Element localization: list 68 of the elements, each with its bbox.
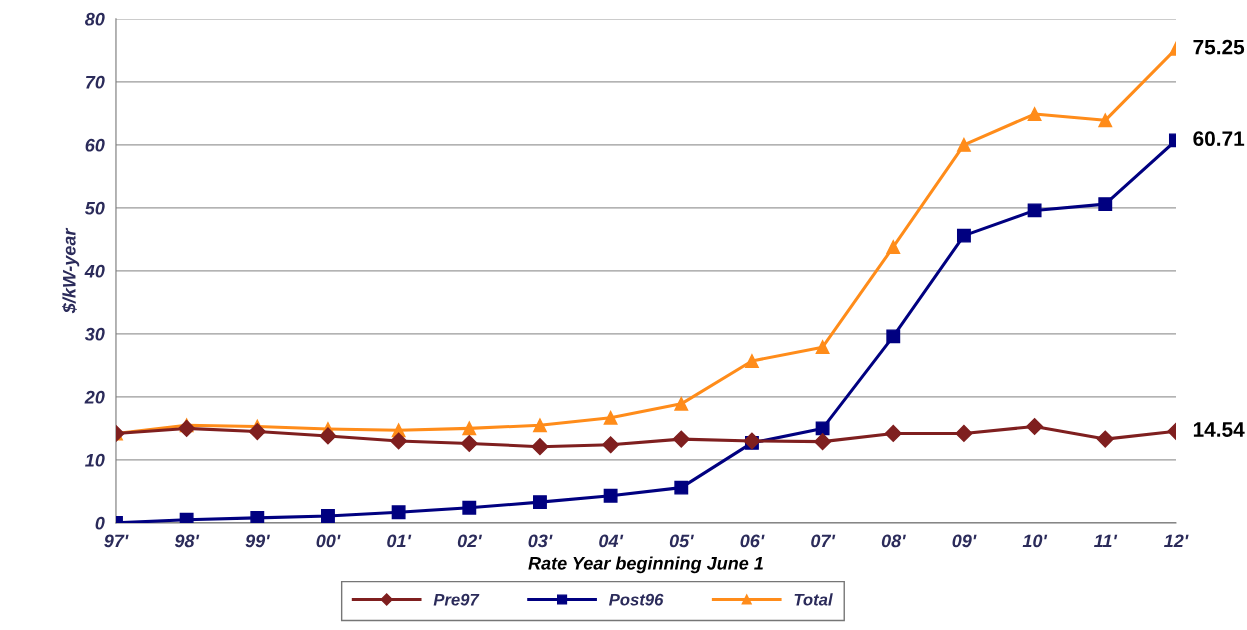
x-tick-label: 02': [457, 534, 482, 548]
point: [674, 480, 689, 495]
y-tick-label: 60: [85, 138, 105, 152]
x-tick-label: 05': [669, 534, 694, 548]
x-tick-label: 06': [740, 534, 765, 548]
x-tick-label: 97': [104, 534, 129, 548]
point: [321, 509, 335, 523]
legend-label: Total: [794, 593, 833, 606]
point: [391, 505, 406, 520]
x-tick-label: 04': [599, 534, 624, 548]
point: [956, 228, 971, 243]
point: [955, 424, 973, 442]
data-label: 60.71: [1193, 131, 1245, 147]
x-tick-label: 00': [316, 534, 341, 548]
y-axis-title: $/kW-year: [62, 227, 80, 314]
x-tick-label: 10': [1022, 534, 1048, 548]
x-tick-label: 08': [881, 534, 906, 548]
point: [884, 424, 902, 442]
point: [460, 434, 478, 453]
point: [603, 488, 618, 503]
y-tick-label: 30: [84, 327, 105, 341]
x-tick-label: 99': [245, 534, 270, 548]
legend-label: Pre97: [433, 593, 480, 606]
point: [886, 329, 901, 344]
data-label: 14.54: [1193, 422, 1245, 437]
point: [531, 438, 549, 456]
point: [956, 137, 971, 152]
point: [462, 421, 477, 436]
y-tick-label: 40: [84, 264, 105, 278]
point: [533, 418, 547, 433]
x-axis-title: Rate Year beginning June 1: [528, 556, 763, 574]
point: [1027, 107, 1042, 121]
point: [319, 427, 337, 445]
point: [1098, 113, 1113, 128]
point: [603, 410, 618, 425]
point: [674, 396, 689, 411]
y-tick-label: 20: [84, 390, 105, 404]
point: [1096, 430, 1114, 448]
data-label: 75.25: [1193, 39, 1245, 55]
x-tick-label: 98': [174, 534, 200, 548]
point: [1027, 203, 1042, 218]
point: [744, 354, 759, 368]
point: [815, 340, 830, 355]
legend-label: Post96: [609, 593, 664, 606]
x-tick-label: 11': [1094, 534, 1118, 548]
x-tick-label: 01': [387, 534, 412, 548]
y-tick-label: 70: [86, 75, 105, 89]
point: [886, 240, 901, 254]
point: [248, 422, 266, 441]
x-tick-label: 12': [1164, 534, 1189, 548]
y-tick-label: 80: [85, 12, 105, 26]
point: [462, 500, 477, 515]
point: [672, 430, 690, 448]
x-tick-label: 03': [528, 534, 553, 548]
point: [390, 432, 408, 450]
point: [1098, 197, 1113, 212]
point: [250, 510, 265, 523]
y-tick-label: 0: [95, 516, 105, 530]
point: [814, 433, 832, 451]
point: [815, 421, 830, 436]
point: [178, 419, 196, 437]
point: [533, 495, 547, 510]
y-tick-label: 50: [84, 201, 105, 215]
x-tick-label: 07': [811, 534, 836, 548]
y-tick-label: 10: [85, 453, 105, 467]
x-tick-label: 09': [952, 534, 977, 548]
point: [602, 436, 620, 454]
point: [1026, 417, 1044, 436]
